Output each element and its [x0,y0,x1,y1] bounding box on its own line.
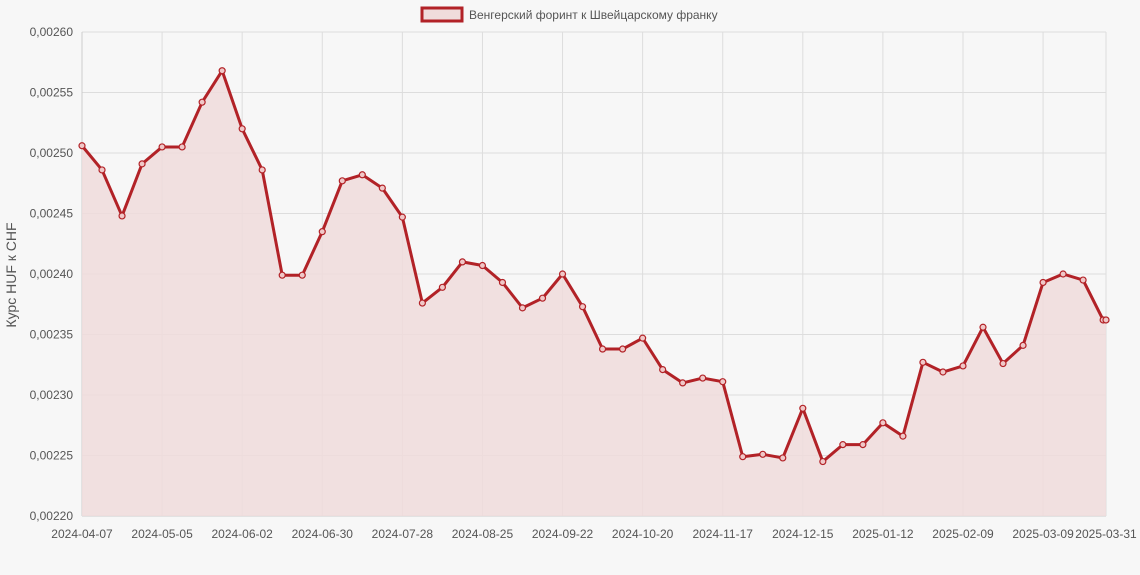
data-point[interactable] [318,228,326,236]
y-axis-ticks: 0,00220 0,00225 0,00230 0,00235 0,00240 0,002… [30,25,74,523]
data-point[interactable] [979,323,987,331]
data-point[interactable] [518,304,527,312]
data-point[interactable] [178,143,186,151]
data-point[interactable] [358,171,366,179]
data-point[interactable] [418,299,426,307]
y-tick-label: 0,00260 [30,25,74,39]
data-point[interactable] [1059,270,1067,278]
y-tick-label: 0,00225 [30,449,74,463]
data-point[interactable] [899,432,907,440]
data-point[interactable] [398,213,406,221]
data-point[interactable] [859,441,867,449]
data-point[interactable] [639,334,647,342]
series-area [82,70,1106,516]
data-point[interactable] [699,374,707,382]
data-point[interactable] [659,365,667,374]
data-point[interactable] [679,379,687,387]
y-tick-label: 0,00230 [30,388,74,402]
data-point[interactable] [238,125,246,133]
data-point[interactable] [538,294,547,302]
y-axis-title: Курс HUF к CHF [3,222,19,327]
data-point[interactable] [939,368,947,376]
data-point[interactable] [478,261,487,270]
data-point[interactable] [278,271,286,279]
data-point[interactable] [138,160,146,168]
data-point[interactable] [1079,276,1087,284]
data-point[interactable] [919,358,927,366]
x-tick-label: 2024-08-25 [452,527,514,541]
data-point[interactable] [759,450,767,458]
data-point[interactable] [839,441,847,449]
x-tick-label: 2024-09-22 [532,527,594,541]
y-tick-label: 0,00235 [30,328,74,342]
data-point[interactable] [739,453,747,461]
legend-label[interactable]: Венгерский форинт к Швейцарскому франку [469,8,718,22]
data-point[interactable] [78,142,86,150]
data-points [78,67,1110,466]
data-point[interactable] [779,454,787,462]
area-fill [82,70,1106,516]
x-tick-label: 2025-01-12 [852,527,914,541]
data-point[interactable] [338,177,346,185]
data-point[interactable] [98,166,106,174]
x-tick-label: 2025-03-31 [1075,527,1137,541]
data-point[interactable] [218,67,226,75]
legend[interactable]: Венгерский форинт к Швейцарскому франку [420,6,718,23]
data-point[interactable] [498,278,507,287]
data-point[interactable] [719,378,727,386]
data-point[interactable] [999,359,1007,368]
x-axis-ticks: 2024-04-07 2024-05-05 2024-06-02 2024-06-30… [51,527,1137,541]
data-point[interactable] [799,404,807,412]
y-tick-label: 0,00220 [30,509,74,523]
data-point[interactable] [258,166,266,174]
x-tick-label: 2024-07-28 [372,527,434,541]
data-point[interactable] [578,303,587,311]
data-point[interactable] [1019,341,1027,349]
x-tick-label: 2024-06-30 [292,527,354,541]
x-tick-label: 2024-04-07 [51,527,113,541]
data-point[interactable] [118,212,126,220]
data-point[interactable] [879,419,887,427]
x-tick-label: 2025-02-09 [932,527,994,541]
x-tick-label: 2025-03-09 [1012,527,1074,541]
data-point[interactable] [959,362,967,370]
data-point[interactable] [298,271,306,279]
data-point[interactable] [458,258,467,266]
x-tick-label: 2024-10-20 [612,527,674,541]
y-tick-label: 0,00255 [30,86,74,100]
data-point[interactable] [438,283,447,291]
data-point[interactable] [158,143,166,151]
x-tick-label: 2024-11-17 [692,527,753,541]
data-point[interactable] [619,345,627,353]
x-tick-label: 2024-12-15 [772,527,834,541]
x-tick-label: 2024-05-05 [131,527,193,541]
data-point[interactable] [378,184,386,192]
data-point[interactable] [558,270,567,278]
legend-swatch[interactable] [420,6,464,23]
data-point[interactable] [819,457,827,466]
y-tick-label: 0,00250 [30,146,74,160]
data-point[interactable] [1102,316,1110,324]
x-tick-label: 2024-06-02 [211,527,273,541]
y-tick-label: 0,00245 [30,207,74,221]
data-point[interactable] [598,345,607,353]
data-point[interactable] [198,98,206,106]
data-point[interactable] [1039,278,1047,287]
y-tick-label: 0,00240 [30,267,74,281]
